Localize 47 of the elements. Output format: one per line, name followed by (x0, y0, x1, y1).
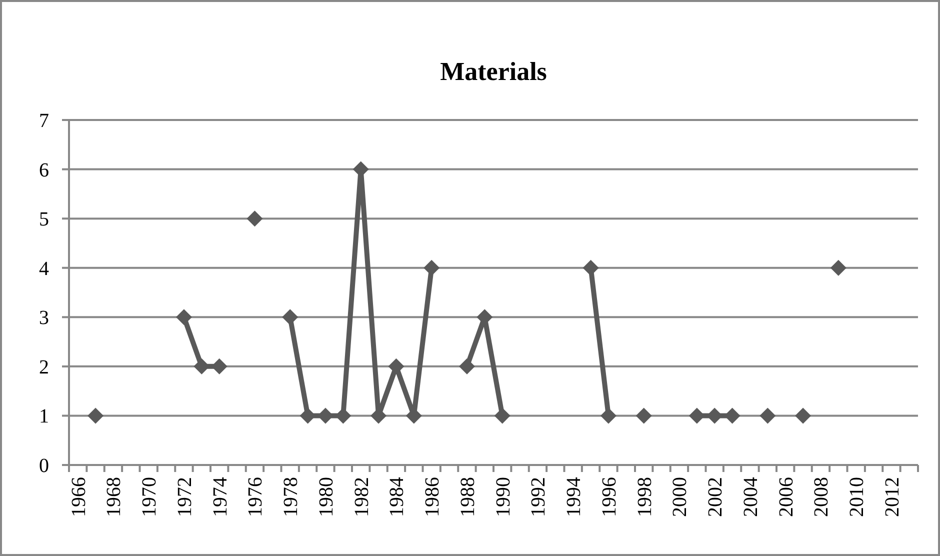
x-tick-label: 1978 (280, 477, 302, 517)
x-tick-label: 1974 (209, 477, 232, 517)
x-tick-label: 2012 (881, 477, 904, 517)
x-tick-label: 1992 (528, 477, 550, 517)
x-tick-label: 1972 (174, 477, 196, 517)
x-tick-label: 1996 (598, 477, 620, 517)
point (176, 309, 192, 326)
point (246, 210, 263, 227)
x-tick-label: 2004 (740, 477, 762, 517)
point (424, 260, 440, 276)
y-tick-label: 2 (39, 356, 49, 378)
point (636, 408, 652, 424)
x-tick-label: 1968 (103, 477, 126, 517)
x-tick-label: 1990 (492, 477, 514, 517)
point (582, 260, 599, 276)
point (760, 408, 776, 424)
point (88, 408, 104, 424)
x-tick-label: 1988 (456, 477, 479, 517)
x-tick-label: 1998 (634, 477, 656, 517)
point (494, 408, 510, 424)
y-tick-label: 5 (39, 208, 49, 231)
x-tick-label: 1970 (138, 477, 161, 517)
chart-title: Materials (440, 57, 547, 86)
x-tick-label: 1980 (315, 477, 338, 517)
x-tick-label: 2002 (704, 477, 727, 517)
point (458, 358, 475, 374)
x-tick-label: 2000 (669, 477, 692, 517)
x-tick-label: 1976 (244, 477, 267, 517)
x-tick-label: 1986 (422, 477, 444, 517)
y-tick-label: 6 (39, 159, 49, 182)
x-tick-label: 2010 (846, 477, 868, 517)
y-tick-label: 0 (39, 455, 49, 477)
x-tick-label: 2006 (775, 477, 798, 517)
x-tick-label: 1984 (386, 477, 408, 517)
point (600, 408, 616, 424)
point (795, 408, 812, 424)
x-tick-label: 1994 (563, 477, 586, 517)
y-tick-label: 1 (39, 406, 49, 428)
point (388, 358, 404, 374)
x-tick-label: 2008 (810, 477, 833, 517)
x-tick-label: 1966 (68, 477, 90, 517)
y-tick-label: 3 (39, 307, 49, 330)
point (282, 309, 298, 326)
x-tick-label: 1982 (350, 477, 373, 517)
y-tick-label: 4 (39, 258, 49, 280)
point (830, 260, 846, 276)
y-tick-label: 7 (39, 110, 49, 132)
